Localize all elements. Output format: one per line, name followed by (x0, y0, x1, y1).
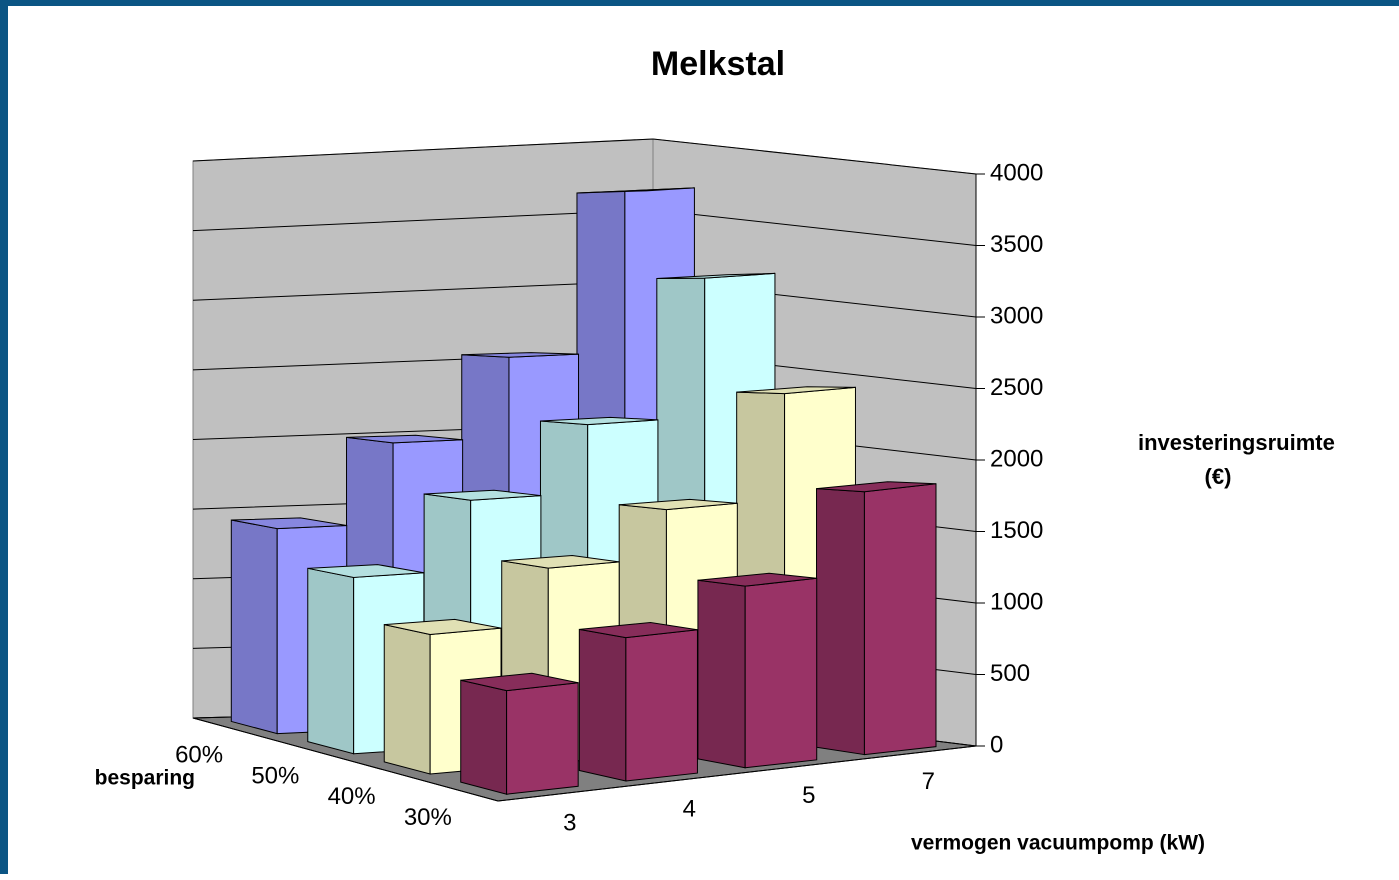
bar-top (656, 272, 775, 280)
y-tick-label: 1000 (990, 588, 1043, 615)
chart: Melkstal vermogen vacuumpomp (kW) bespar… (95, 45, 1205, 855)
bar-top (619, 498, 738, 511)
bar-top (231, 517, 347, 530)
bar (460, 672, 579, 795)
bar-top (501, 555, 620, 569)
bar (816, 481, 937, 756)
y-tick-label: 4000 (990, 159, 1043, 186)
chart-title: Melkstal (651, 45, 785, 83)
bar-left-face (816, 488, 865, 756)
x-axis (497, 745, 977, 802)
bar-top (460, 672, 579, 692)
bar-top (579, 621, 698, 639)
y-tick-label: 3000 (990, 302, 1043, 329)
bar-top (540, 416, 658, 426)
bar (697, 572, 818, 769)
bar-front-face (625, 629, 698, 782)
bar-top (816, 481, 937, 493)
depth-tick-label: 50% (251, 762, 299, 789)
depth-axis-label: besparing (95, 767, 195, 790)
bar-front-face (863, 483, 937, 756)
x-tick-label: 3 (563, 809, 576, 836)
bar-top (384, 618, 502, 635)
y-tick-label: 3500 (990, 231, 1043, 258)
depth-axis (192, 717, 499, 802)
bar-front-face (506, 682, 579, 795)
bar-top (307, 564, 424, 578)
bar-top (424, 489, 541, 501)
x-axis-label: vermogen vacuumpomp (kW) (911, 832, 1205, 855)
x-tick-label: 4 (683, 796, 696, 823)
bar-left-face (460, 679, 508, 795)
bar-left-face (230, 519, 278, 735)
bar-left-face (578, 628, 627, 782)
y-tick-label: 500 (990, 660, 1030, 687)
y-axis-label: investeringsruimte (€) (1138, 430, 1335, 489)
bar-top (346, 434, 463, 444)
bar-left-face (307, 567, 355, 755)
bar (578, 621, 698, 782)
bar-top (461, 352, 579, 358)
bar-top (736, 386, 856, 395)
x-tick-label: 5 (802, 782, 815, 809)
y-tick-label: 1500 (990, 517, 1043, 544)
bar-top (576, 187, 695, 194)
grid-line (192, 138, 977, 175)
bar-top (697, 572, 817, 587)
depth-tick-label: 40% (328, 783, 376, 810)
bar-left-face (697, 579, 746, 769)
bar-left-face (383, 624, 431, 775)
depth-tick-label: 30% (404, 804, 452, 831)
y-tick-label: 2000 (990, 445, 1043, 472)
depth-tick-label: 60% (175, 742, 223, 769)
y-tick-label: 0 (990, 731, 1003, 758)
x-tick-label: 7 (922, 768, 935, 795)
y-tick-label: 2500 (990, 374, 1043, 401)
bar-front-face (744, 577, 818, 769)
